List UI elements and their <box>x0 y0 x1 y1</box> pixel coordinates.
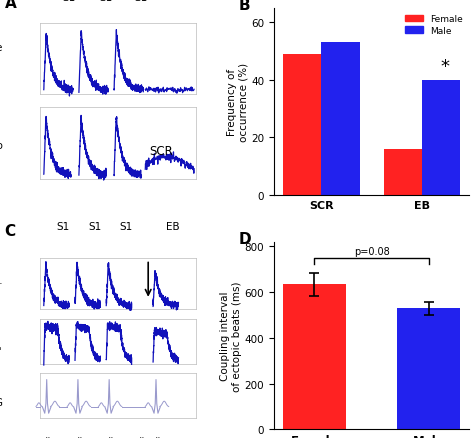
Text: EB: EB <box>166 221 179 231</box>
Text: #: # <box>152 436 160 438</box>
Bar <box>397 308 460 429</box>
Text: B: B <box>239 0 251 13</box>
Bar <box>384 150 422 196</box>
Text: D: D <box>239 231 252 246</box>
Bar <box>283 55 321 196</box>
Legend: Female, Male: Female, Male <box>403 13 465 38</box>
Text: *: * <box>441 58 450 76</box>
Bar <box>283 285 346 429</box>
Text: ECG: ECG <box>0 398 3 407</box>
Text: #: # <box>137 436 145 438</box>
Text: Vₘ: Vₘ <box>0 341 3 351</box>
Text: S1: S1 <box>100 0 113 3</box>
Bar <box>422 81 460 196</box>
Y-axis label: Coupling interval
of ectopic beats (ms): Coupling interval of ectopic beats (ms) <box>220 281 242 391</box>
Y-axis label: Frequency of
occurrence (%): Frequency of occurrence (%) <box>227 63 248 141</box>
Text: Ca²⁺: Ca²⁺ <box>0 281 3 291</box>
Text: #: # <box>105 436 113 438</box>
Text: S1: S1 <box>57 221 70 231</box>
Text: S1: S1 <box>135 0 148 3</box>
Text: C: C <box>5 224 16 239</box>
Text: SCR: SCR <box>149 145 173 158</box>
Text: #: # <box>43 436 51 438</box>
Text: A: A <box>5 0 17 11</box>
Text: Baseline: Baseline <box>0 43 3 53</box>
Text: S1: S1 <box>88 221 101 231</box>
Text: Iso: Iso <box>0 140 3 150</box>
Text: #: # <box>74 436 82 438</box>
Text: p=0.08: p=0.08 <box>354 247 390 257</box>
Bar <box>321 43 360 196</box>
Text: S1: S1 <box>63 0 76 3</box>
Text: S1: S1 <box>119 221 132 231</box>
